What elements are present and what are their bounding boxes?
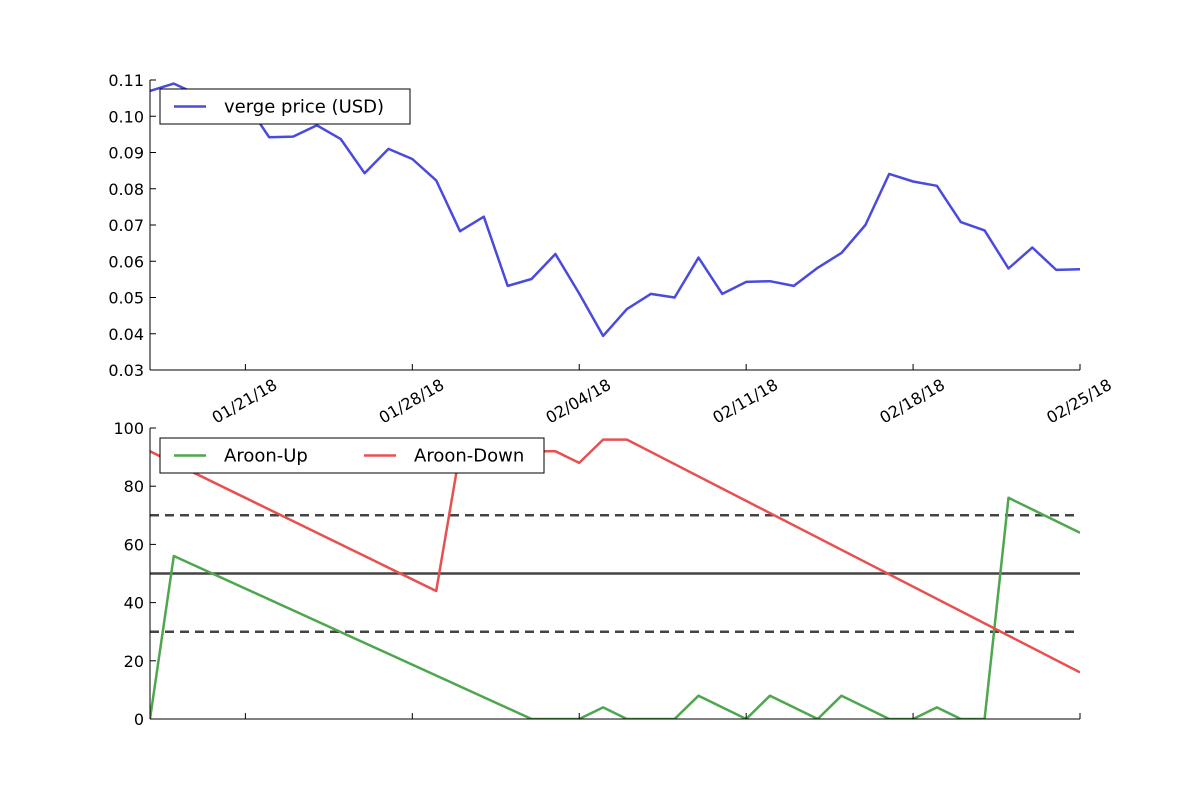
series-line-0 (150, 496, 1080, 719)
y-tick-label: 0.08 (108, 180, 144, 199)
x-tick-label: 01/28/18 (376, 375, 448, 427)
x-tick-label: 02/25/18 (1043, 375, 1115, 427)
y-tick-label: 0.04 (108, 325, 144, 344)
x-tick-label: 02/11/18 (709, 375, 781, 427)
legend-box (159, 437, 545, 474)
y-tick-label: 20 (124, 652, 144, 671)
y-tick-label: 0.09 (108, 144, 144, 163)
price-chart: 0.03 0.04 0.05 0.06 0.07 0.08 0.09 0.10 0.11 01/2… (108, 71, 1115, 427)
x-tick-label: 02/04/18 (542, 375, 614, 427)
y-tick-label: 40 (124, 594, 144, 613)
legend-label-1: Aroon-Down (414, 446, 524, 467)
legend-box (159, 88, 411, 125)
y-tick-label: 60 (124, 535, 144, 554)
legend-label-0: verge price (USD) (224, 97, 384, 118)
x-tick-label: 01/21/18 (209, 375, 281, 427)
y-tick-label: 0.07 (108, 216, 144, 235)
x-tick-label: 02/18/18 (876, 375, 948, 427)
y-tick-label: 100 (113, 419, 144, 438)
series-line-0 (150, 82, 1080, 338)
y-tick-label: 0.11 (108, 71, 144, 90)
legend-label-0: Aroon-Up (224, 446, 308, 467)
series-line-1 (150, 438, 1080, 674)
y-tick-label: 0.10 (108, 107, 144, 126)
aroon-chart: 0 20 40 60 80 100 Aroon-Up Aroon-Down (113, 419, 1081, 729)
y-tick-label: 80 (124, 477, 144, 496)
legend: verge price (USD) (159, 88, 411, 125)
y-tick-label: 0.03 (108, 361, 144, 380)
y-tick-label: 0 (134, 710, 144, 729)
y-tick-label: 0.05 (108, 289, 144, 308)
legend: Aroon-Up Aroon-Down (159, 437, 545, 474)
y-tick-label: 0.06 (108, 252, 144, 271)
